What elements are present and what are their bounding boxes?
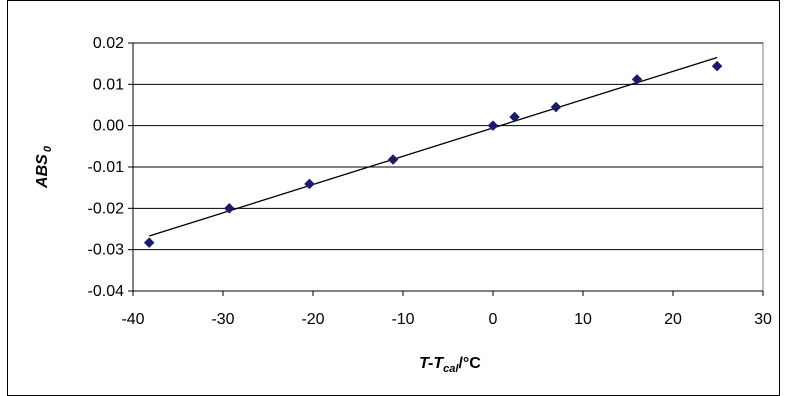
data-point: [487, 120, 499, 132]
x-axis-title: T-Tcal/°C: [419, 355, 481, 375]
data-point: [143, 237, 155, 248]
x-tick-label: -20: [301, 311, 324, 328]
data-point: [711, 60, 723, 72]
x-axis-title-unit: /°C: [458, 355, 481, 372]
y-axis: 0.02 0.01 0.00 -0.01 -0.02 -0.03 -0.04: [88, 35, 134, 300]
data-point: [550, 101, 562, 113]
x-tick-label: 20: [664, 311, 682, 328]
x-tick-label: 10: [574, 311, 592, 328]
y-tick-label: -0.02: [88, 200, 125, 217]
data-points: [143, 60, 723, 248]
trendline: [149, 56, 718, 237]
y-tick-label: -0.04: [88, 283, 125, 300]
x-tick-label: -10: [391, 311, 414, 328]
x-axis-title-subscript: cal: [443, 363, 459, 375]
data-point: [223, 202, 235, 214]
y-axis-title: ABS 0: [34, 145, 54, 189]
x-tick-label: 0: [489, 311, 498, 328]
data-point: [387, 154, 399, 165]
x-axis-title-main: T-T: [419, 355, 444, 372]
x-tick-label: -40: [121, 311, 144, 328]
y-tick-label: 0.01: [93, 76, 124, 93]
x-tick-label: -30: [211, 311, 234, 328]
y-axis-title-subscript: 0: [42, 145, 54, 152]
y-tick-label: 0.00: [93, 118, 124, 135]
x-tick-label: 30: [754, 311, 772, 328]
data-point: [631, 74, 643, 85]
x-axis: -40 -30 -20 -10 0 10 20 30: [121, 290, 772, 328]
y-tick-label: 0.02: [93, 35, 124, 52]
data-point: [304, 178, 315, 190]
y-tick-label: -0.03: [88, 242, 125, 259]
data-point: [509, 111, 520, 123]
y-axis-title-main: ABS: [34, 154, 51, 189]
y-tick-label: -0.01: [88, 159, 125, 176]
chart-area-border: [7, 0, 780, 396]
trendlines: [149, 56, 718, 237]
